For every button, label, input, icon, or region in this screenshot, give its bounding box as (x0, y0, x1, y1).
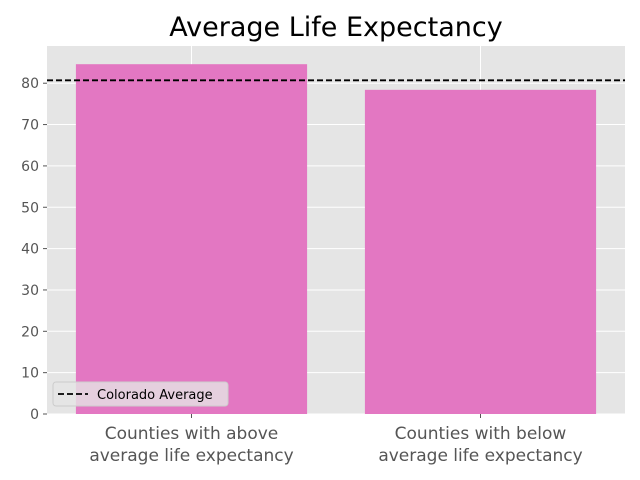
y-tick-label: 50 (21, 200, 39, 216)
legend: Colorado Average (52, 381, 229, 407)
x-tick-label: Counties with below average life expectan… (378, 424, 582, 466)
y-tick-label: 30 (21, 283, 39, 299)
y-axis-ticks: 0 10 20 30 40 50 60 70 80 (21, 76, 47, 423)
y-tick-label: 70 (21, 118, 39, 134)
y-tick-label: 0 (30, 407, 39, 423)
y-tick-label: 80 (21, 76, 39, 92)
chart-title: Average Life Expectancy (169, 12, 502, 43)
legend-label: Colorado Average (97, 388, 213, 403)
y-tick-label: 40 (21, 242, 39, 258)
x-tick-label: Counties with above average life expectan… (89, 424, 293, 466)
y-tick-label: 10 (21, 366, 39, 382)
y-tick-label: 60 (21, 159, 39, 175)
x-axis-ticks: Counties with above average life expectan… (89, 414, 583, 466)
bars (75, 64, 597, 414)
legend-box (52, 381, 229, 407)
y-tick-label: 20 (21, 324, 39, 340)
bar (75, 64, 308, 414)
bar (364, 89, 597, 414)
